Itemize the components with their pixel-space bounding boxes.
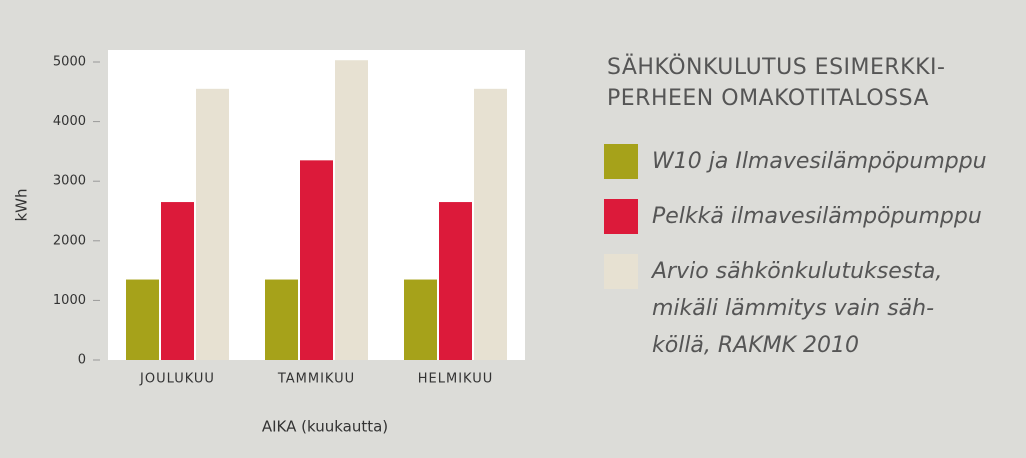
x-tick-label: HELMIKUU xyxy=(418,372,494,387)
legend-swatch xyxy=(604,144,638,179)
bar xyxy=(300,160,333,360)
legend-item: W10 ja Ilmavesilämpöpumppu xyxy=(604,144,1014,180)
legend-item: Pelkkä ilmavesilämpöpumppu xyxy=(604,199,1014,235)
y-tick-label: 1000 xyxy=(53,293,86,308)
bar xyxy=(404,279,437,360)
y-tick-label: 3000 xyxy=(53,174,86,189)
legend-swatch xyxy=(604,199,638,234)
bar xyxy=(439,202,472,360)
x-tick-label: JOULUKUU xyxy=(139,372,215,387)
x-tick-label: TAMMIKUU xyxy=(277,372,355,387)
legend-label: Arvio sähkönkulutuksesta, mikäli lämmity… xyxy=(652,259,943,358)
legend-item: Arvio sähkönkulutuksesta, mikäli lämmity… xyxy=(604,254,1014,364)
y-tick-label: 5000 xyxy=(53,55,86,70)
chart-title: SÄHKÖNKULUTUS ESIMERKKI- PERHEEN OMAKOTI… xyxy=(607,55,946,111)
legend-label: W10 ja Ilmavesilämpöpumppu xyxy=(652,149,987,174)
y-tick-label: 0 xyxy=(78,353,86,368)
y-axis-label: kWh xyxy=(13,188,31,221)
y-tick-label: 2000 xyxy=(53,233,86,248)
bar xyxy=(196,88,229,360)
x-axis-label: AIKA (kuukautta) xyxy=(262,418,388,436)
legend: SÄHKÖNKULUTUS ESIMERKKI- PERHEEN OMAKOTI… xyxy=(604,52,1014,383)
legend-swatch xyxy=(604,254,638,289)
legend-label: Pelkkä ilmavesilämpöpumppu xyxy=(652,204,982,229)
y-tick-label: 4000 xyxy=(53,114,86,129)
bar xyxy=(335,60,368,360)
bar xyxy=(474,88,507,360)
bar xyxy=(161,202,194,360)
bar xyxy=(265,279,298,360)
bar xyxy=(126,279,159,360)
